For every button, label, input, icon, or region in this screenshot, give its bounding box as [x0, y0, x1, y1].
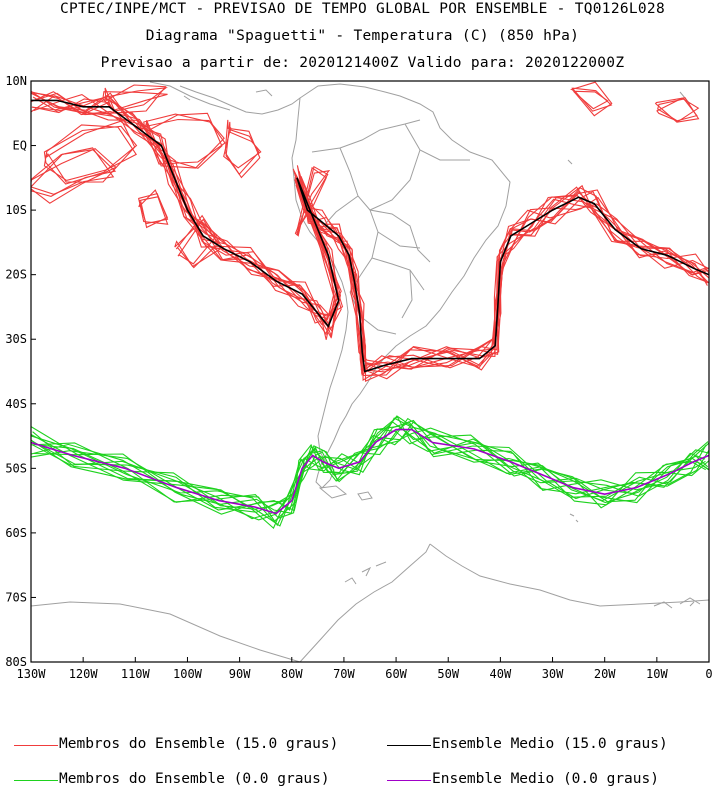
- lon-tick-label: 80W: [281, 667, 303, 681]
- member-0-line: [31, 421, 706, 530]
- central-america-coast-2: [149, 81, 231, 111]
- members-15-lines: [31, 81, 709, 382]
- member-15-line: [225, 121, 260, 176]
- lon-tick-label: 120W: [69, 667, 99, 681]
- member-0-line: [31, 428, 706, 512]
- member-15-line: [657, 98, 698, 122]
- antarctica-coast: [31, 543, 431, 662]
- lon-tick-label: 30W: [542, 667, 564, 681]
- lat-tick-label: EQ: [13, 139, 27, 153]
- member-15-line: [138, 196, 169, 225]
- member-0-line: [31, 427, 709, 514]
- legend-swatch-members-15: [14, 745, 58, 746]
- member-15-line: [31, 92, 709, 371]
- member-15-line: [102, 91, 168, 112]
- legend-label-mean-0: Ensemble Medio (0.0 graus): [432, 771, 659, 787]
- members-0-lines: [31, 415, 709, 530]
- lon-tick-label: 70W: [333, 667, 355, 681]
- member-15-line: [223, 127, 262, 169]
- lon-tick-label: 60W: [385, 667, 407, 681]
- lon-tick-label: 0: [705, 667, 712, 681]
- member-15-line: [33, 93, 709, 382]
- lat-tick-label: 60S: [5, 526, 27, 540]
- member-15-line: [31, 92, 706, 380]
- title-line-2: Diagrama "Spaguetti" - Temperatura (C) (…: [145, 28, 580, 44]
- member-15-line: [174, 218, 222, 268]
- legend-swatch-mean-0: [387, 780, 431, 781]
- falklands: [357, 491, 373, 501]
- axis-ticks: [30, 80, 710, 663]
- lat-tick-label: 50S: [5, 461, 27, 475]
- member-15-line: [45, 120, 136, 183]
- lon-tick-label: 90W: [229, 667, 251, 681]
- lat-tick-labels: 10N EQ 10S 20S 30S 40S 50S 60S 70S 80S: [5, 74, 27, 669]
- lon-tick-label: 40W: [490, 667, 512, 681]
- member-0-line: [32, 421, 709, 513]
- member-15-line: [43, 124, 138, 181]
- atlantic-islands: [567, 159, 695, 607]
- south-america-coast: [291, 83, 511, 489]
- country-borders: [311, 119, 470, 335]
- member-15-line: [294, 170, 331, 237]
- caribbean-islands: [183, 89, 691, 105]
- member-15-line: [175, 214, 221, 269]
- member-0-line: [32, 415, 709, 521]
- member-15-line: [573, 90, 609, 110]
- lat-tick-label: 80S: [5, 655, 27, 669]
- lat-tick-label: 10N: [5, 74, 27, 88]
- legend-swatch-members-0: [14, 780, 58, 781]
- title-line-1: CPTEC/INPE/MCT - PREVISAO DE TEMPO GLOBA…: [60, 1, 665, 17]
- lon-tick-label: 100W: [173, 667, 203, 681]
- lat-tick-label: 20S: [5, 268, 27, 282]
- lat-tick-label: 40S: [5, 397, 27, 411]
- legend-label-mean-15: Ensemble Medio (15.0 graus): [432, 736, 668, 752]
- member-15-line: [571, 87, 613, 112]
- member-15-line: [569, 81, 613, 117]
- lat-tick-label: 70S: [5, 590, 27, 604]
- title-line-3: Previsao a partir de: 2020121400Z Valido…: [100, 55, 625, 71]
- member-15-line: [143, 113, 226, 165]
- member-15-line: [43, 125, 138, 185]
- member-0-line: [34, 425, 709, 515]
- legend-label-members-15: Membros do Ensemble (15.0 graus): [59, 736, 339, 752]
- mean-15-line: [31, 99, 709, 373]
- member-15-line: [31, 147, 117, 204]
- lat-tick-label: 10S: [5, 203, 27, 217]
- member-0-line: [31, 426, 709, 519]
- member-15-line: [31, 90, 708, 370]
- lon-tick-label: 110W: [121, 667, 151, 681]
- member-15-line: [656, 97, 700, 123]
- lon-tick-label: 50W: [437, 667, 459, 681]
- member-15-line: [31, 95, 709, 376]
- antarctic-islands: [344, 561, 701, 609]
- mean-0-line: [31, 428, 709, 515]
- member-15-line: [31, 91, 708, 370]
- member-15-line: [32, 95, 709, 373]
- member-15-line: [137, 192, 169, 225]
- member-0-line: [31, 419, 709, 527]
- member-15-line: [104, 84, 167, 114]
- lon-tick-label: 10W: [646, 667, 668, 681]
- legend-swatch-mean-15: [387, 745, 431, 746]
- lon-tick-labels: 130W 120W 110W 100W 90W 80W 70W 60W 50W 40W 30W 20W…: [17, 667, 713, 681]
- plot-frame: [30, 80, 710, 663]
- tierra-del-fuego: [318, 485, 348, 499]
- member-15-line: [146, 112, 223, 169]
- member-15-line: [224, 119, 261, 179]
- lat-tick-label: 30S: [5, 332, 27, 346]
- antarctica-coast-2: [429, 543, 709, 607]
- lon-tick-label: 130W: [17, 667, 47, 681]
- legend-label-members-0: Membros do Ensemble (0.0 graus): [59, 771, 330, 787]
- central-america-coast: [179, 85, 301, 115]
- lon-tick-label: 20W: [594, 667, 616, 681]
